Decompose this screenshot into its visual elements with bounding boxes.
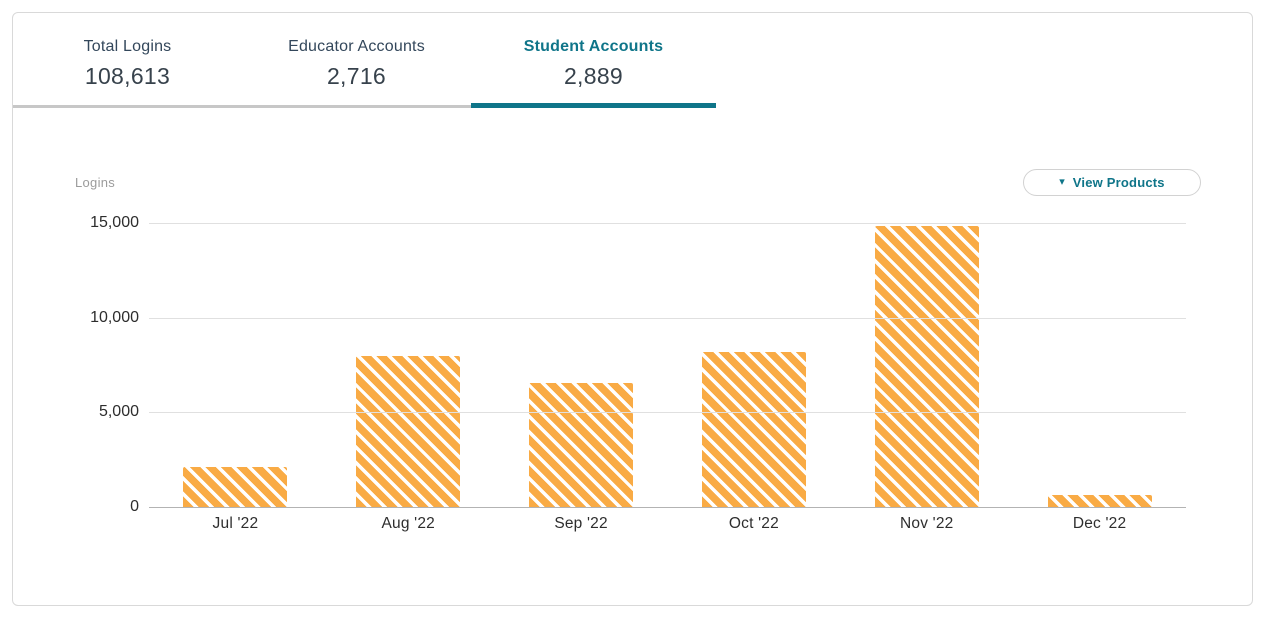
tab-value: 2,716 xyxy=(326,63,387,89)
bar-slot xyxy=(149,223,322,507)
tab-educator-accounts[interactable]: Educator Accounts 2,716 xyxy=(242,13,471,108)
bar[interactable] xyxy=(183,467,288,507)
tab-label: Student Accounts xyxy=(523,38,664,55)
bar-slot xyxy=(322,223,495,507)
tab-label: Total Logins xyxy=(83,38,172,55)
bar[interactable] xyxy=(701,351,806,507)
analytics-card: Total Logins 108,613 Educator Accounts 2… xyxy=(12,12,1253,606)
bar-slot xyxy=(495,223,668,507)
gridline xyxy=(149,223,1186,224)
view-products-button[interactable]: ▾ View Products xyxy=(1023,169,1201,196)
bar[interactable] xyxy=(356,356,461,507)
x-tick-label: Oct '22 xyxy=(728,515,779,532)
x-tick-label: Nov '22 xyxy=(899,515,954,532)
tab-value: 2,889 xyxy=(563,63,624,89)
bar[interactable] xyxy=(874,225,979,507)
gridline xyxy=(149,412,1186,414)
x-axis-labels: Jul '22 Aug '22 Sep '22 Oct '22 Nov '22 Dec '… xyxy=(149,515,1186,533)
y-tick-label: 10,000 xyxy=(90,308,139,326)
tab-total-logins[interactable]: Total Logins 108,613 xyxy=(13,13,242,108)
tab-label: Educator Accounts xyxy=(288,38,425,55)
x-tick-label: Jul '22 xyxy=(212,515,259,532)
x-axis-line xyxy=(149,507,1186,508)
tab-value: 108,613 xyxy=(84,63,171,89)
bar[interactable] xyxy=(529,383,634,507)
x-tick-label: Sep '22 xyxy=(554,515,608,532)
y-tick-label: 15,000 xyxy=(90,214,139,231)
bar-slot xyxy=(667,223,840,507)
bar-slot xyxy=(1013,223,1186,507)
x-tick-label: Aug '22 xyxy=(381,515,435,532)
y-tick-label: 5,000 xyxy=(98,403,139,421)
bar[interactable] xyxy=(1047,494,1152,507)
chevron-down-icon: ▾ xyxy=(1059,176,1065,188)
gridline xyxy=(149,317,1186,319)
x-tick-label: Dec '22 xyxy=(1072,515,1127,532)
view-products-label: View Products xyxy=(1072,175,1165,190)
y-axis-title: Logins xyxy=(75,175,116,190)
metric-tabs: Total Logins 108,613 Educator Accounts 2… xyxy=(13,13,716,108)
y-tick-label: 0 xyxy=(130,498,139,515)
bar-slot xyxy=(840,223,1013,507)
plot-area: 0 5,000 10,000 15,000 xyxy=(90,214,1186,515)
bar-series xyxy=(149,223,1186,507)
tab-student-accounts[interactable]: Student Accounts 2,889 xyxy=(471,13,716,108)
